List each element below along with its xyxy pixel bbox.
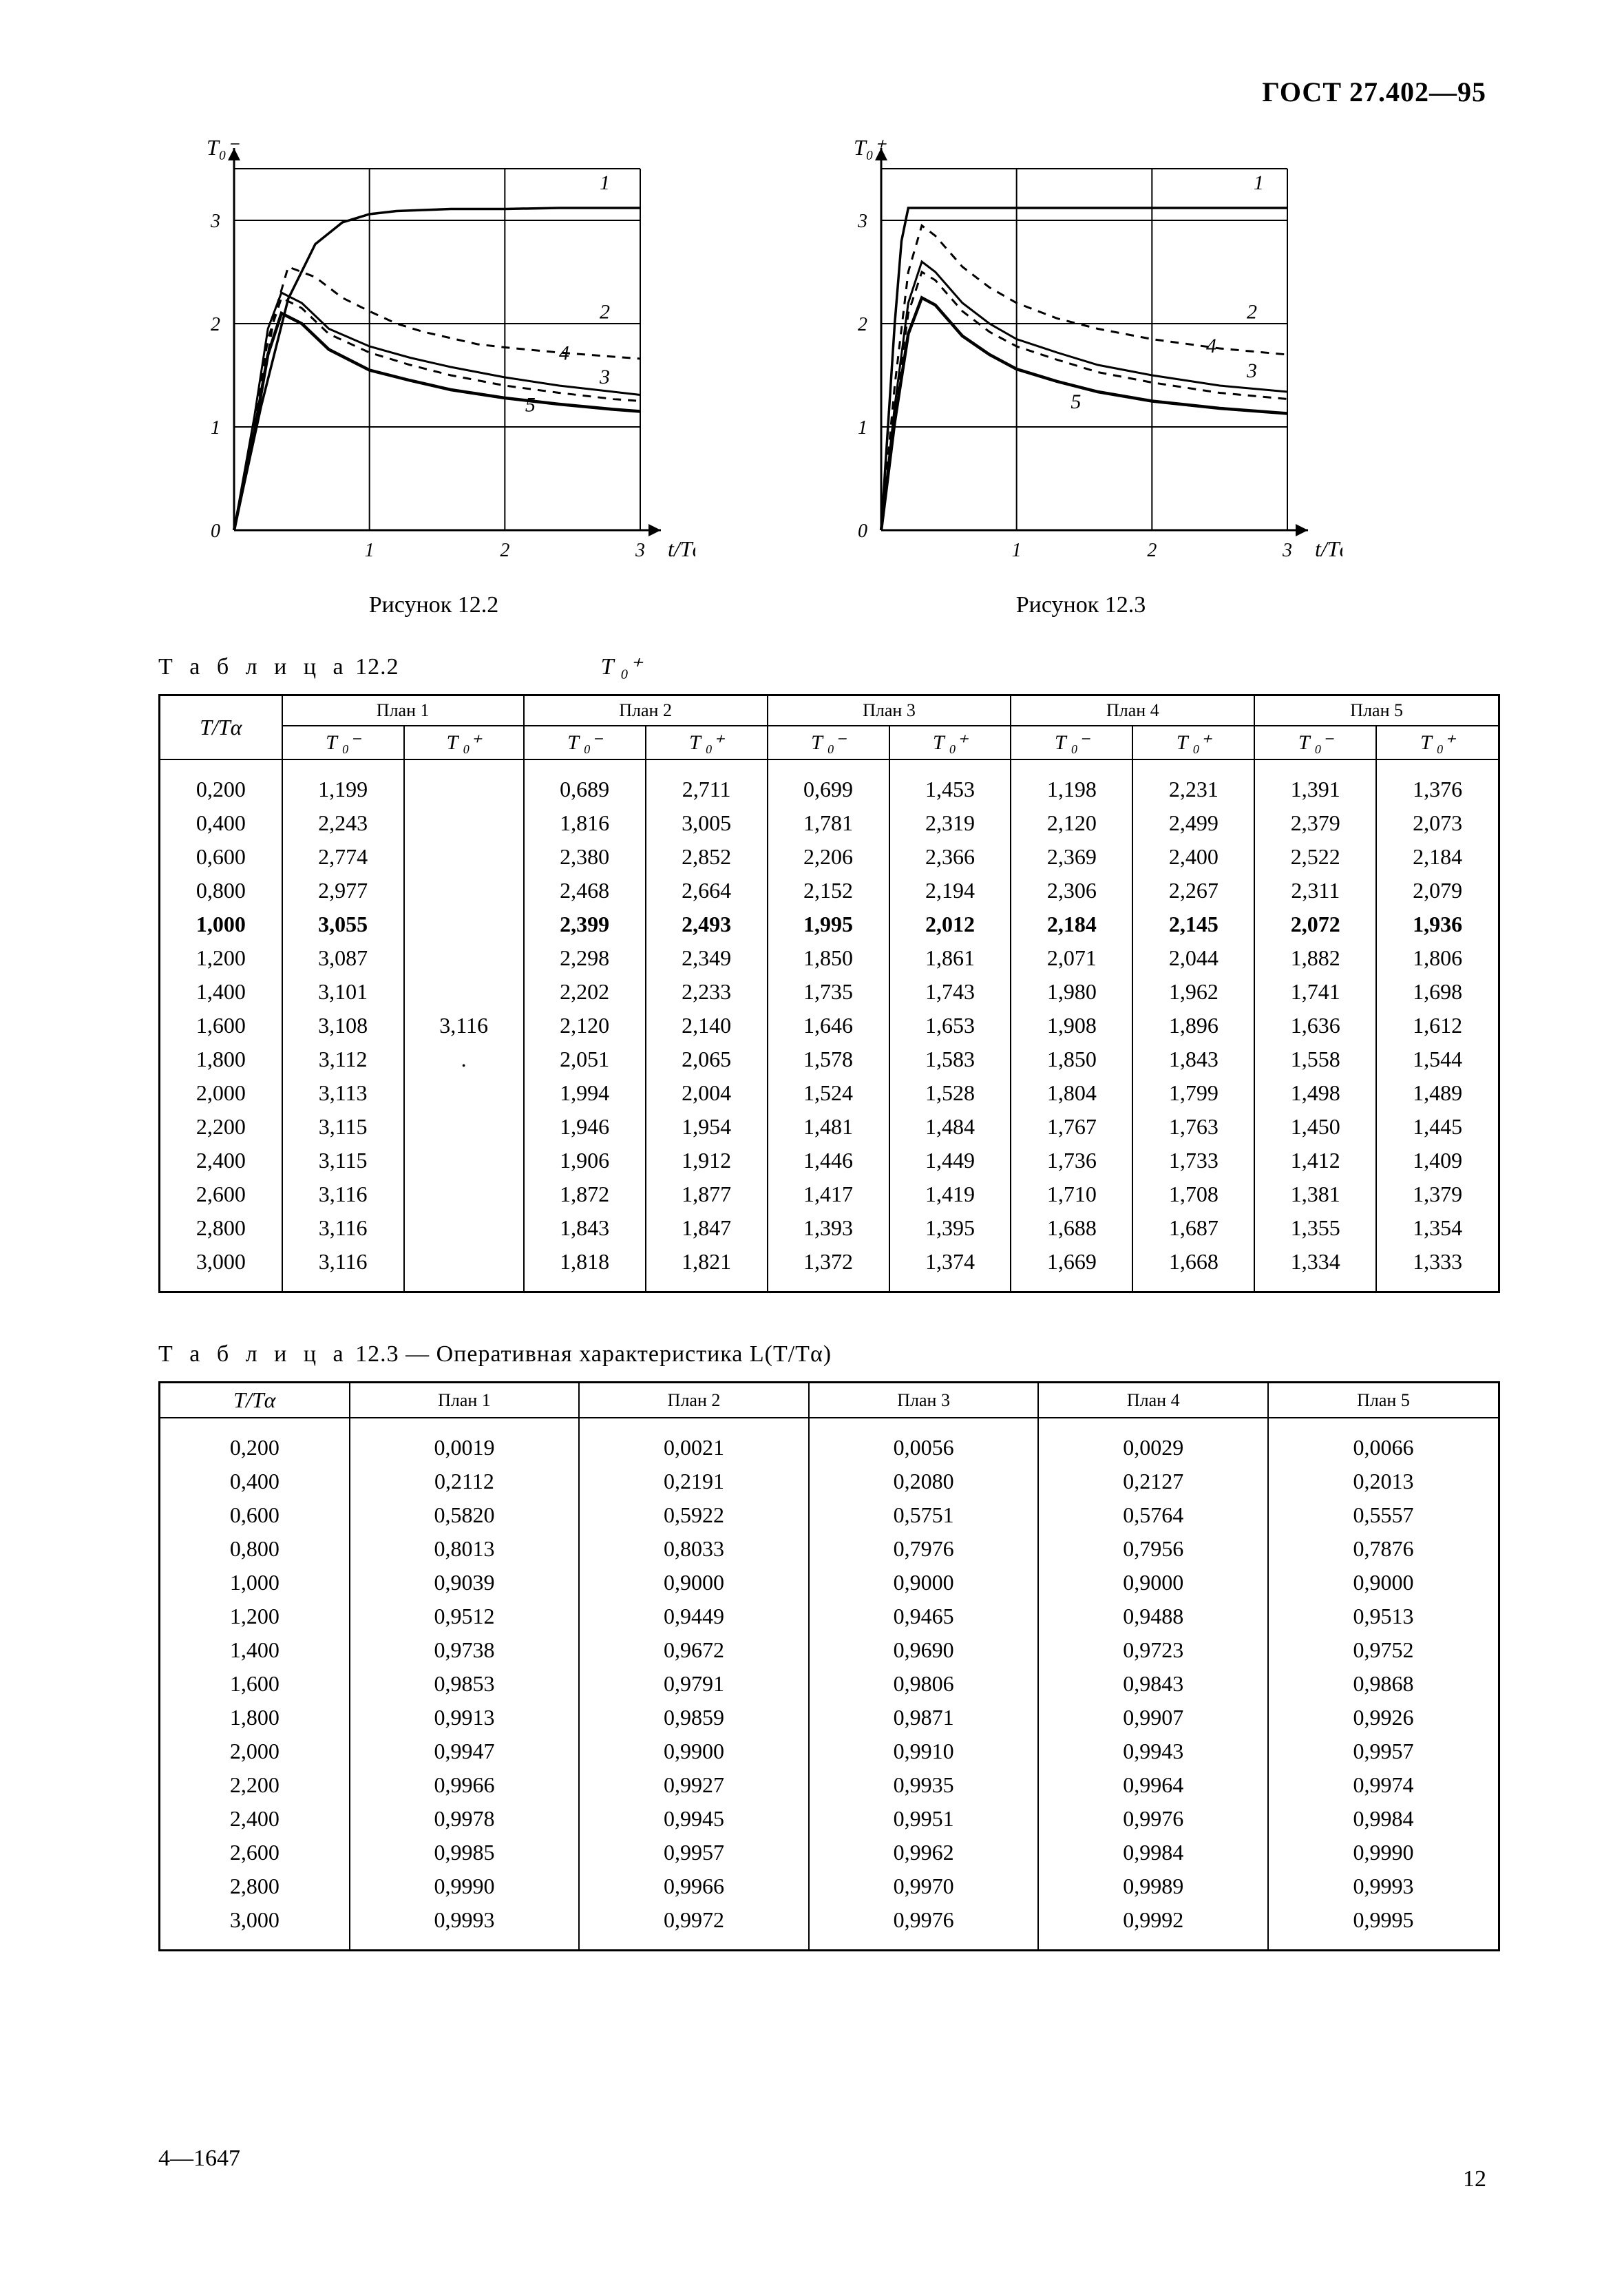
- svg-text:5: 5: [525, 394, 536, 417]
- svg-text:2: 2: [211, 314, 220, 335]
- svg-text:2: 2: [600, 301, 610, 324]
- table-12-3-caption-rest: 12.3 — Оперативная характеристика L(T/Tα…: [349, 1341, 832, 1367]
- svg-text:1: 1: [1254, 171, 1264, 194]
- table-12-2-caption: Т а б л и ц а 12.2 T ₀⁺: [158, 653, 1500, 680]
- svg-text:3: 3: [635, 540, 645, 561]
- chart-12-2: 1 2 3 0 1 2 3 T₀⁻ t/Tα 1 2 3 4 5 Рисунок 12.2: [172, 131, 695, 618]
- svg-text:t/Tα: t/Tα: [668, 536, 695, 561]
- table-12-2: T/TαПлан 1План 2План 3План 4План 5T ₀⁻T …: [158, 694, 1500, 1293]
- table-12-2-caption-word: Т а б л и ц а: [158, 654, 349, 680]
- svg-text:1: 1: [858, 417, 867, 439]
- table-12-2-top-symbol: T ₀⁺: [601, 654, 643, 680]
- svg-text:1: 1: [1012, 540, 1022, 561]
- svg-text:2: 2: [500, 540, 509, 561]
- table-12-3: T/TαПлан 1План 2План 3План 4План 50,2000…: [158, 1381, 1500, 1951]
- svg-text:1: 1: [365, 540, 375, 561]
- table-12-3-caption: Т а б л и ц а 12.3 — Оперативная характе…: [158, 1341, 1500, 1367]
- table-12-2-caption-num: 12.2: [349, 654, 399, 680]
- footer-left: 4—1647: [158, 2146, 240, 2172]
- chart-12-3-caption: Рисунок 12.3: [819, 592, 1342, 618]
- svg-text:1: 1: [600, 171, 610, 194]
- svg-text:3: 3: [1282, 540, 1292, 561]
- svg-text:T₀⁻: T₀⁻: [207, 135, 240, 160]
- svg-text:2: 2: [858, 314, 867, 335]
- svg-text:0: 0: [858, 521, 867, 542]
- chart-12-3: 1 2 3 0 1 2 3 T₀⁺ t/Tα 1 2 3 4 5 Рисунок 12.3: [819, 131, 1342, 618]
- svg-text:2: 2: [1147, 540, 1157, 561]
- svg-text:3: 3: [599, 366, 610, 388]
- svg-text:3: 3: [1246, 359, 1257, 382]
- svg-text:4: 4: [559, 342, 569, 365]
- chart-12-2-caption: Рисунок 12.2: [172, 592, 695, 618]
- svg-text:T₀⁺: T₀⁺: [854, 135, 887, 160]
- svg-text:5: 5: [1071, 390, 1081, 413]
- table-12-3-caption-word: Т а б л и ц а: [158, 1341, 349, 1367]
- svg-text:0: 0: [211, 521, 220, 542]
- svg-text:1: 1: [211, 417, 220, 439]
- charts-row: 1 2 3 0 1 2 3 T₀⁻ t/Tα 1 2 3 4 5 Рисунок 12.2 1 2 3 0 1 2 3…: [172, 131, 1500, 618]
- page-number: 12: [1463, 2166, 1486, 2192]
- document-id: ГОСТ 27.402—95: [1262, 76, 1486, 108]
- svg-text:t/Tα: t/Tα: [1315, 536, 1342, 561]
- svg-text:2: 2: [1247, 301, 1257, 324]
- svg-text:4: 4: [1206, 335, 1216, 357]
- svg-text:3: 3: [857, 211, 867, 232]
- svg-text:3: 3: [210, 211, 220, 232]
